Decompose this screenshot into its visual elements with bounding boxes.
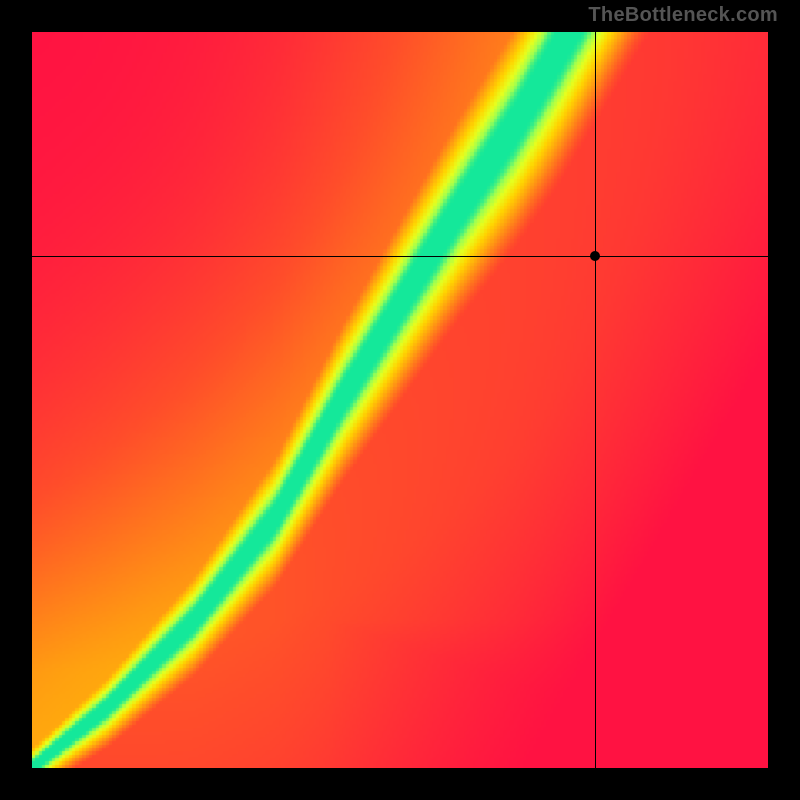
watermark-text: TheBottleneck.com [588,4,778,27]
plot-area [32,32,768,768]
crosshair-horizontal [32,256,768,257]
heatmap-canvas [32,32,768,768]
crosshair-vertical [595,32,596,768]
chart-frame: TheBottleneck.com [0,0,800,800]
